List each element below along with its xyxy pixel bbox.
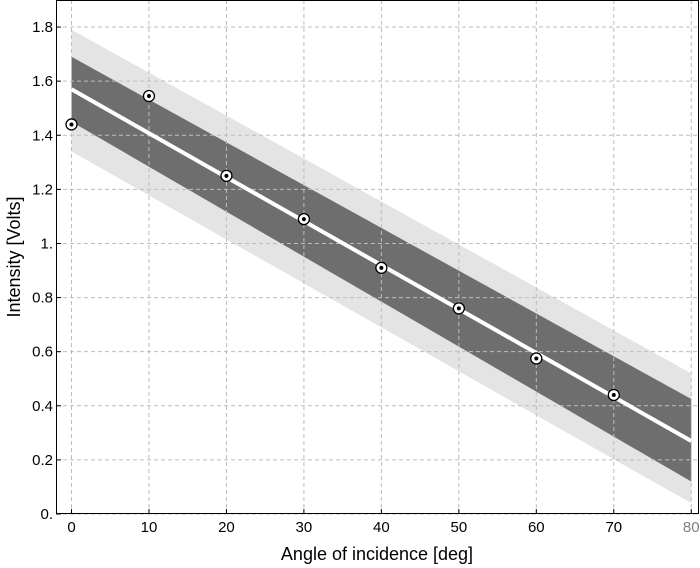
y-tick-label: 1. xyxy=(40,235,53,252)
data-point xyxy=(530,352,543,365)
x-tick-label: 40 xyxy=(373,519,390,536)
y-tick-label: 0. xyxy=(40,506,53,523)
data-point xyxy=(220,169,233,182)
data-points-layer xyxy=(65,89,620,402)
x-tick-label: 70 xyxy=(605,519,622,536)
x-tick-label: 50 xyxy=(450,519,467,536)
plot-frame xyxy=(56,0,699,514)
x-tick-layer: 0 10 20 30 40 50 60 70 80 xyxy=(67,509,700,536)
y-axis-title: Intensity [Volts] xyxy=(4,196,24,317)
data-point xyxy=(452,302,465,315)
data-point xyxy=(297,212,311,226)
x-axis-title: Angle of incidence [deg] xyxy=(281,544,473,564)
data-point xyxy=(142,89,156,103)
y-tick-label: 1.8 xyxy=(32,19,53,36)
x-tick-label: 0 xyxy=(67,519,75,536)
x-tick-label: 60 xyxy=(528,519,545,536)
y-tick-label: 1.4 xyxy=(32,127,53,144)
x-tick-label: 80 xyxy=(683,519,700,536)
y-tick-label: 0.4 xyxy=(32,398,53,415)
data-point xyxy=(375,261,388,274)
y-tick-label: 0.6 xyxy=(32,344,53,361)
y-tick-layer: 0. 0.2 0.4 0.6 0.8 1. 1.2 1.4 1.6 1.8 xyxy=(32,19,61,523)
y-tick-label: 0.2 xyxy=(32,452,53,469)
y-tick-label: 1.6 xyxy=(32,73,53,90)
x-tick-label: 30 xyxy=(296,519,313,536)
x-tick-label: 10 xyxy=(141,519,158,536)
y-tick-label: 1.2 xyxy=(32,181,53,198)
data-point xyxy=(607,388,620,402)
y-tick-label: 0.8 xyxy=(32,290,53,307)
data-point xyxy=(65,118,78,131)
x-tick-label: 20 xyxy=(218,519,235,536)
